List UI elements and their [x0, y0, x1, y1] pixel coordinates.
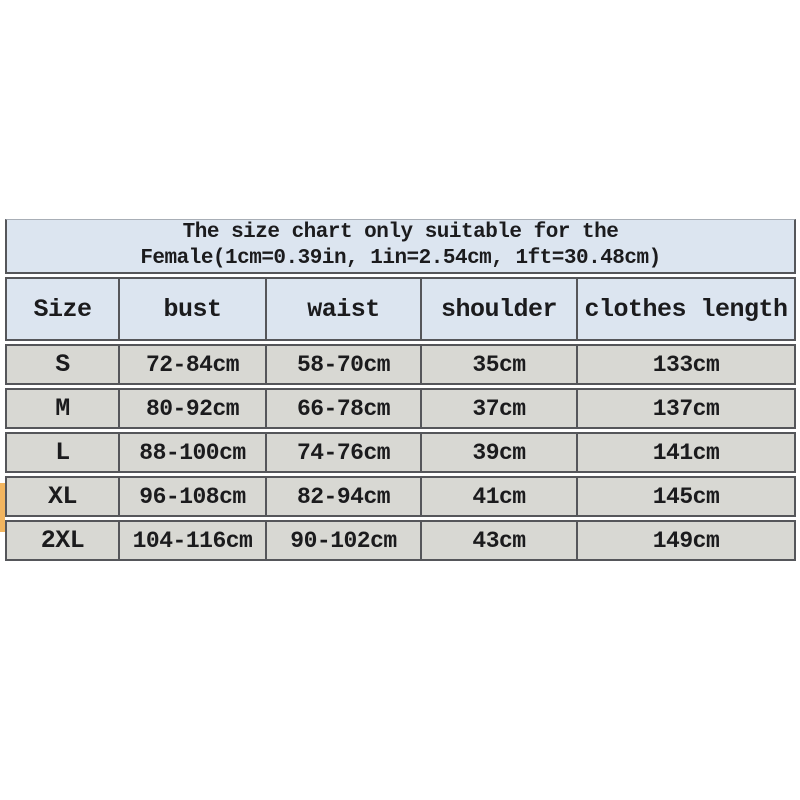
cell-waist: 66-78cm: [267, 388, 422, 429]
title-line-2: Female(1cm=0.39in, 1in=2.54cm, 1ft=30.48…: [140, 247, 661, 270]
column-header-waist: waist: [267, 277, 422, 341]
cell-bust: 72-84cm: [120, 344, 267, 385]
size-chart-table: The size chart only suitable for the Fem…: [5, 216, 797, 564]
table-title: The size chart only suitable for the Fem…: [5, 219, 797, 274]
table-row-l: L 88-100cm 74-76cm 39cm 141cm: [5, 432, 797, 473]
left-accent-strip: [0, 483, 5, 532]
cell-size: XL: [5, 476, 120, 517]
cell-shoulder: 35cm: [422, 344, 578, 385]
cell-clothes-length: 141cm: [578, 432, 797, 473]
column-header-row: Size bust waist shoulder clothes length: [5, 277, 797, 341]
column-header-size: Size: [5, 277, 120, 341]
cell-bust: 80-92cm: [120, 388, 267, 429]
table-row-xl: XL 96-108cm 82-94cm 41cm 145cm: [5, 476, 797, 517]
column-header-clothes-length: clothes length: [578, 277, 797, 341]
cell-size: M: [5, 388, 120, 429]
cell-shoulder: 41cm: [422, 476, 578, 517]
title-row: The size chart only suitable for the Fem…: [5, 219, 797, 274]
table-row-2xl: 2XL 104-116cm 90-102cm 43cm 149cm: [5, 520, 797, 561]
cell-waist: 82-94cm: [267, 476, 422, 517]
cell-bust: 104-116cm: [120, 520, 267, 561]
cell-shoulder: 37cm: [422, 388, 578, 429]
cell-bust: 96-108cm: [120, 476, 267, 517]
cell-size: 2XL: [5, 520, 120, 561]
table-row-s: S 72-84cm 58-70cm 35cm 133cm: [5, 344, 797, 385]
cell-clothes-length: 149cm: [578, 520, 797, 561]
cell-shoulder: 43cm: [422, 520, 578, 561]
column-header-bust: bust: [120, 277, 267, 341]
cell-waist: 90-102cm: [267, 520, 422, 561]
column-header-shoulder: shoulder: [422, 277, 578, 341]
cell-clothes-length: 137cm: [578, 388, 797, 429]
cell-waist: 74-76cm: [267, 432, 422, 473]
cell-bust: 88-100cm: [120, 432, 267, 473]
table-row-m: M 80-92cm 66-78cm 37cm 137cm: [5, 388, 797, 429]
title-line-1: The size chart only suitable for the: [182, 221, 619, 244]
cell-clothes-length: 145cm: [578, 476, 797, 517]
cell-size: S: [5, 344, 120, 385]
cell-size: L: [5, 432, 120, 473]
cell-waist: 58-70cm: [267, 344, 422, 385]
cell-clothes-length: 133cm: [578, 344, 797, 385]
cell-shoulder: 39cm: [422, 432, 578, 473]
